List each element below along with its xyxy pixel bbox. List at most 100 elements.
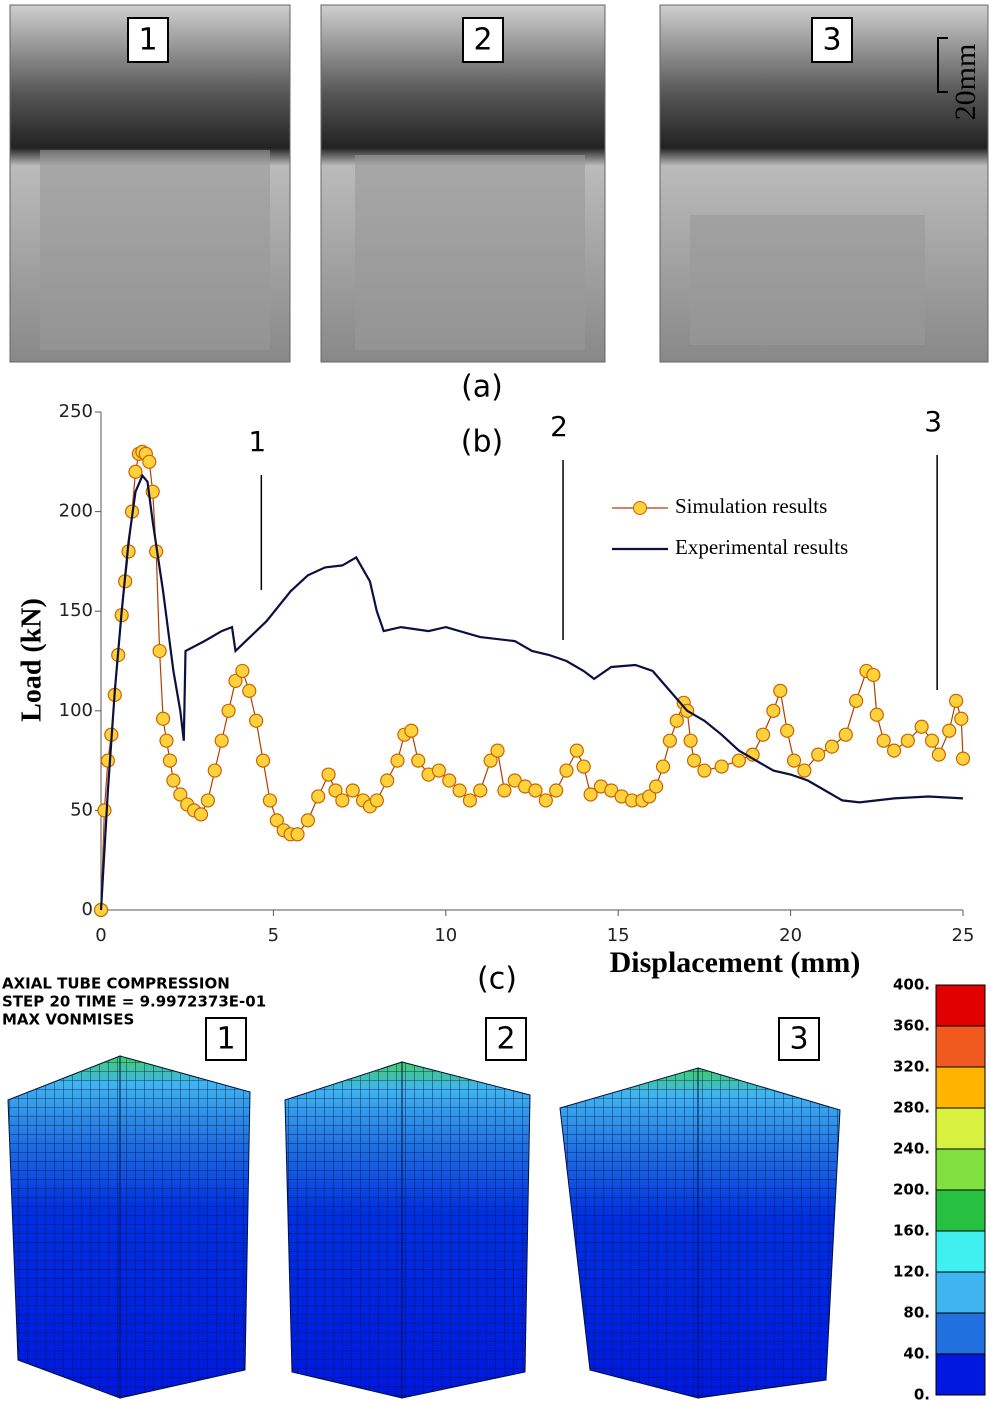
x-tick-label: 20 <box>779 925 802 946</box>
data-point <box>604 783 619 798</box>
data-point <box>569 743 584 758</box>
specimen <box>355 155 585 350</box>
colorbar-label: 240. <box>893 1140 930 1158</box>
data-point <box>949 693 964 708</box>
fe-mesh <box>7 1055 121 1399</box>
y-tick-label: 150 <box>59 600 93 621</box>
data-point <box>731 753 746 768</box>
data-point <box>207 763 222 778</box>
data-point <box>345 783 360 798</box>
data-point <box>866 667 881 683</box>
data-point <box>235 663 250 679</box>
label-box <box>485 1017 527 1061</box>
data-point <box>824 739 840 754</box>
label-box <box>127 17 169 63</box>
colorbar-label: 280. <box>893 1099 930 1117</box>
colorbar-label: 80. <box>903 1304 930 1322</box>
data-point <box>166 773 181 788</box>
data-point <box>780 723 795 738</box>
data-point <box>649 779 664 794</box>
data-point <box>452 783 467 798</box>
data-point <box>955 751 971 766</box>
fe-header: AXIAL TUBE COMPRESSION <box>2 975 230 993</box>
fe-mesh <box>284 1061 403 1399</box>
data-point <box>811 747 826 762</box>
colorbar-band <box>935 984 986 1027</box>
colorbar-band <box>935 1353 986 1396</box>
y-tick-label: 0 <box>82 899 93 920</box>
data-point <box>838 727 853 742</box>
legend-marker <box>633 501 647 515</box>
legend-label: Simulation results <box>675 494 827 518</box>
data-point <box>221 703 236 718</box>
data-point <box>497 783 512 798</box>
x-axis-title: Displacement (mm) <box>610 946 861 979</box>
colorbar-band <box>935 1271 986 1314</box>
data-point <box>559 763 574 778</box>
colorbar-label: 0. <box>914 1386 930 1401</box>
data-point <box>786 753 802 768</box>
data-point <box>290 827 305 842</box>
label-box <box>462 17 504 63</box>
data-point <box>697 763 712 778</box>
y-tick-label: 250 <box>59 401 93 422</box>
colorbar-label: 360. <box>893 1017 930 1035</box>
legend-label: Experimental results <box>675 535 848 559</box>
x-tick-label: 25 <box>952 925 975 946</box>
data-point <box>335 793 350 808</box>
data-point <box>242 683 257 698</box>
label-box <box>811 17 853 63</box>
photo-label: 2 <box>473 23 492 58</box>
data-point <box>411 753 426 768</box>
data-point <box>200 793 215 808</box>
fe-label: 3 <box>789 1022 808 1057</box>
data-point <box>321 767 336 782</box>
data-point <box>462 793 478 808</box>
y-tick-label: 50 <box>70 799 93 820</box>
colorbar-label: 400. <box>893 976 930 994</box>
data-point <box>311 789 326 804</box>
colorbar-band <box>935 1066 986 1109</box>
colorbar-band <box>935 1312 986 1355</box>
data-point <box>369 793 384 808</box>
photo-panels: 20mm (a) <box>9 4 989 405</box>
colorbar-band <box>935 1230 986 1273</box>
caption: (a) <box>461 370 503 405</box>
data-point <box>669 713 684 728</box>
data-point <box>876 733 891 748</box>
colorbar-label: 200. <box>893 1181 930 1199</box>
panel-label: (b) <box>461 425 503 460</box>
y-tick-label: 200 <box>59 501 93 522</box>
data-point <box>255 753 271 768</box>
y-axis-title: Load (kN) <box>16 598 47 722</box>
data-point <box>300 813 315 828</box>
data-point <box>173 787 188 802</box>
data-point <box>431 763 447 778</box>
data-point <box>390 753 405 768</box>
data-point <box>162 753 178 768</box>
data-point <box>954 711 969 726</box>
label-box <box>778 1017 820 1061</box>
data-point <box>662 733 678 748</box>
data-point <box>766 703 781 718</box>
colorbar-band <box>935 1189 986 1232</box>
data-point <box>914 719 929 734</box>
data-point <box>490 743 505 758</box>
caption: (c) <box>477 962 517 997</box>
data-point <box>269 813 284 828</box>
colorbar-label: 40. <box>903 1345 930 1363</box>
data-point <box>159 733 174 748</box>
data-point <box>942 723 957 738</box>
data-point <box>193 807 209 822</box>
data-point <box>142 454 157 469</box>
colorbar-label: 160. <box>893 1222 930 1240</box>
chart: (b) Displacement (mm) Load (kN) 05010015… <box>16 401 974 979</box>
colorbar-band <box>935 1025 986 1068</box>
data-point <box>576 759 591 774</box>
data-point <box>849 693 864 708</box>
colorbar-label: 120. <box>893 1263 930 1281</box>
fe-label: 1 <box>216 1022 235 1057</box>
x-tick-label: 15 <box>607 925 630 946</box>
fe-header: MAX VONMISES <box>2 1011 134 1029</box>
